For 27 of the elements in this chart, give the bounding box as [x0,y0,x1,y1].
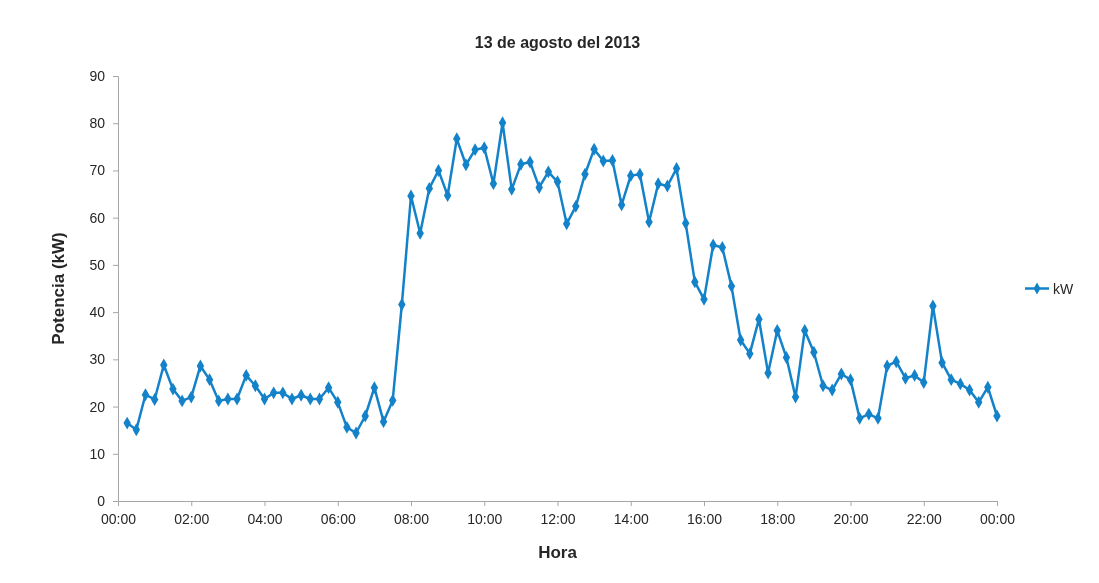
x-tick-label: 16:00 [686,510,723,527]
x-tick-label: 02:00 [174,510,210,527]
y-axis-title: Potencia (kW) [49,232,68,345]
chart-title: 13 de agosto del 2013 [474,34,641,51]
x-tick-label: 20:00 [833,510,869,527]
x-axis-title: Hora [538,543,578,562]
x-tick-label: 08:00 [393,510,430,527]
y-tick-label: 0 [97,492,106,509]
y-tick-label: 20 [89,398,106,415]
y-tick-label: 60 [89,209,106,226]
x-tick-label: 04:00 [247,510,283,527]
x-tick-label: 10:00 [467,510,503,527]
y-tick-label: 30 [89,351,106,368]
y-tick-label: 90 [89,67,106,84]
y-tick-label: 80 [89,115,106,132]
x-tick-label: 00:00 [100,510,137,527]
y-tick-label: 50 [89,256,106,273]
x-tick-label: 12:00 [540,510,576,527]
x-tick-label: 14:00 [613,510,649,527]
x-tick-label: 22:00 [906,510,942,527]
legend-label: kW [1053,280,1074,297]
x-tick-label: 06:00 [320,510,356,527]
x-tick-label: 00:00 [979,510,1016,527]
y-tick-label: 70 [89,162,106,179]
y-tick-label: 40 [89,304,106,321]
y-tick-label: 10 [89,445,106,462]
x-tick-label: 18:00 [760,510,796,527]
